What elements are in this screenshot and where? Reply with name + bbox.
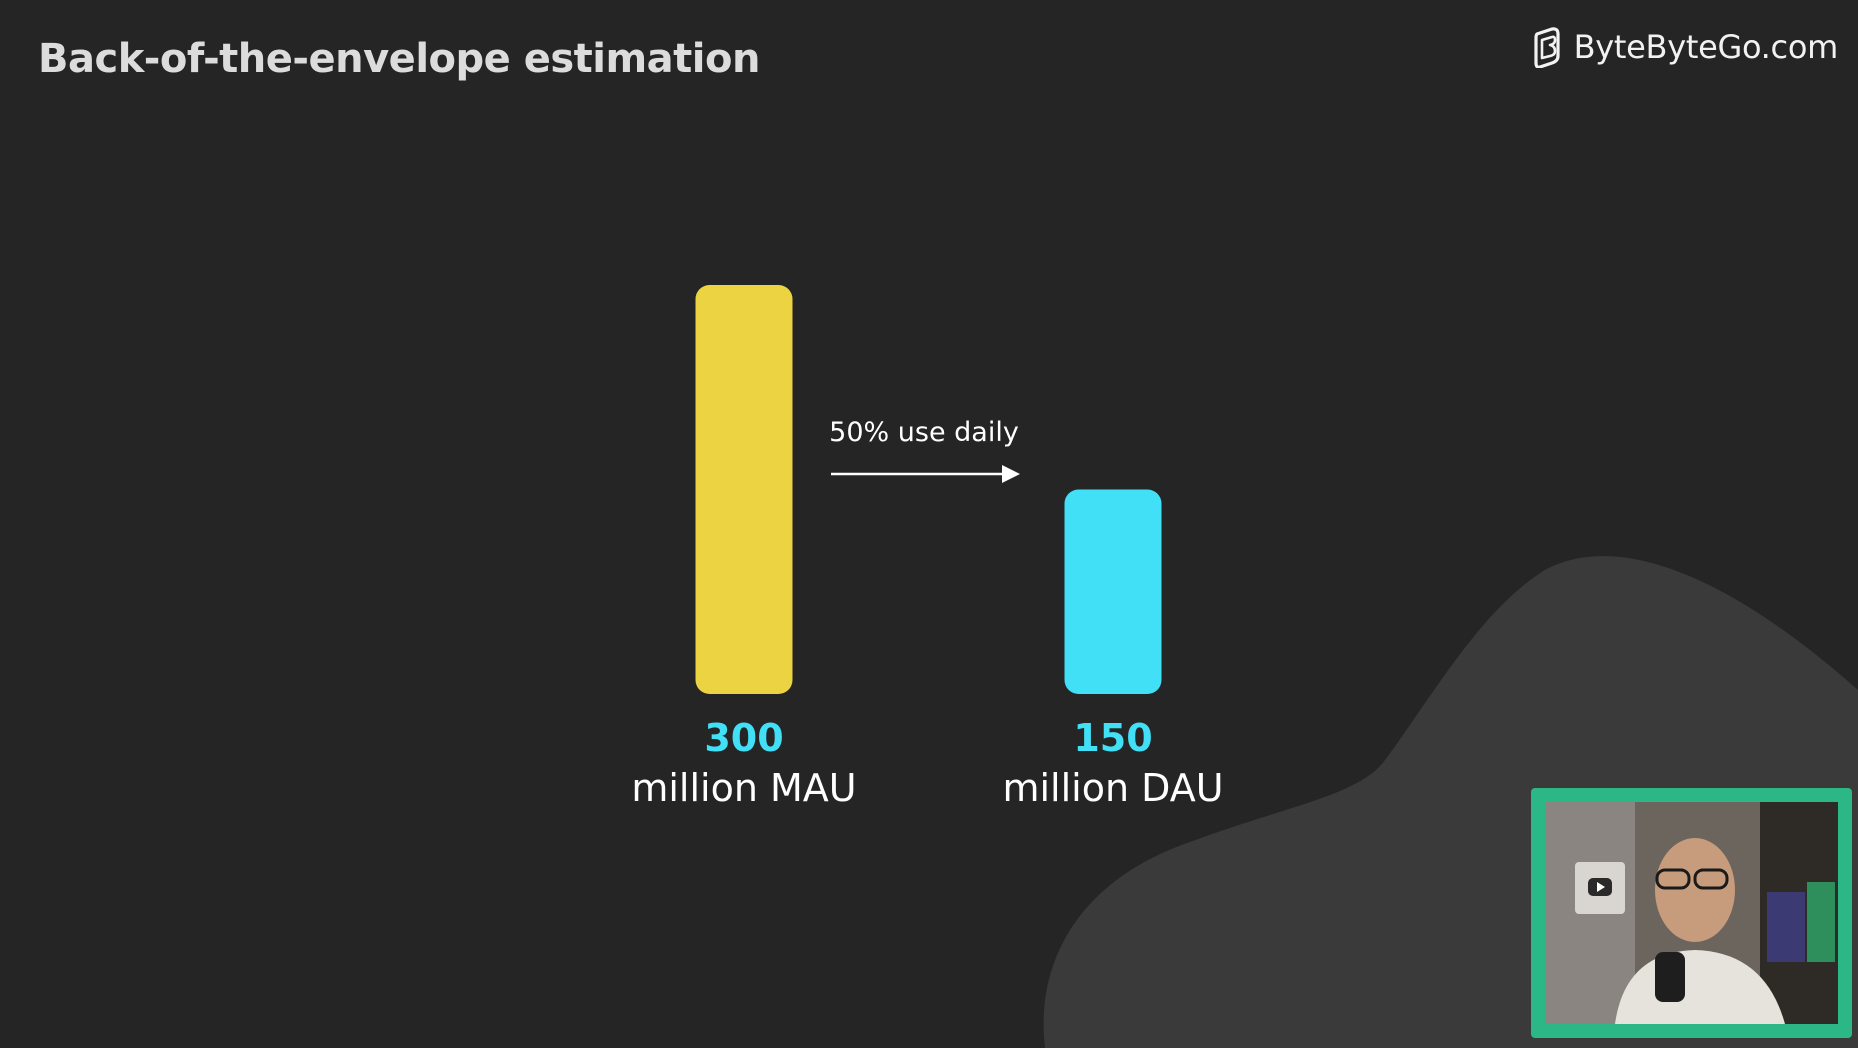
page-title: Back-of-the-envelope estimation	[38, 36, 760, 82]
annotation-arrow-head	[1002, 465, 1020, 483]
webcam-video	[1545, 802, 1838, 1024]
bar-dau	[1064, 489, 1162, 694]
value-label-dau: 150	[1073, 716, 1152, 760]
value-label-mau: 300	[704, 716, 783, 760]
bar-mau	[695, 285, 793, 694]
category-label-dau: million DAU	[1002, 766, 1223, 810]
bytebytego-logo[interactable]: ByteByteGo.com	[1532, 26, 1838, 68]
webcam-frame	[1531, 788, 1852, 1038]
category-label-mau: million MAU	[631, 766, 856, 810]
presenter-image	[1545, 802, 1838, 1024]
book-logo-icon	[1534, 27, 1560, 68]
annotation-text: 50% use daily	[829, 417, 1019, 448]
logo-text: ByteByteGo.com	[1573, 28, 1839, 66]
